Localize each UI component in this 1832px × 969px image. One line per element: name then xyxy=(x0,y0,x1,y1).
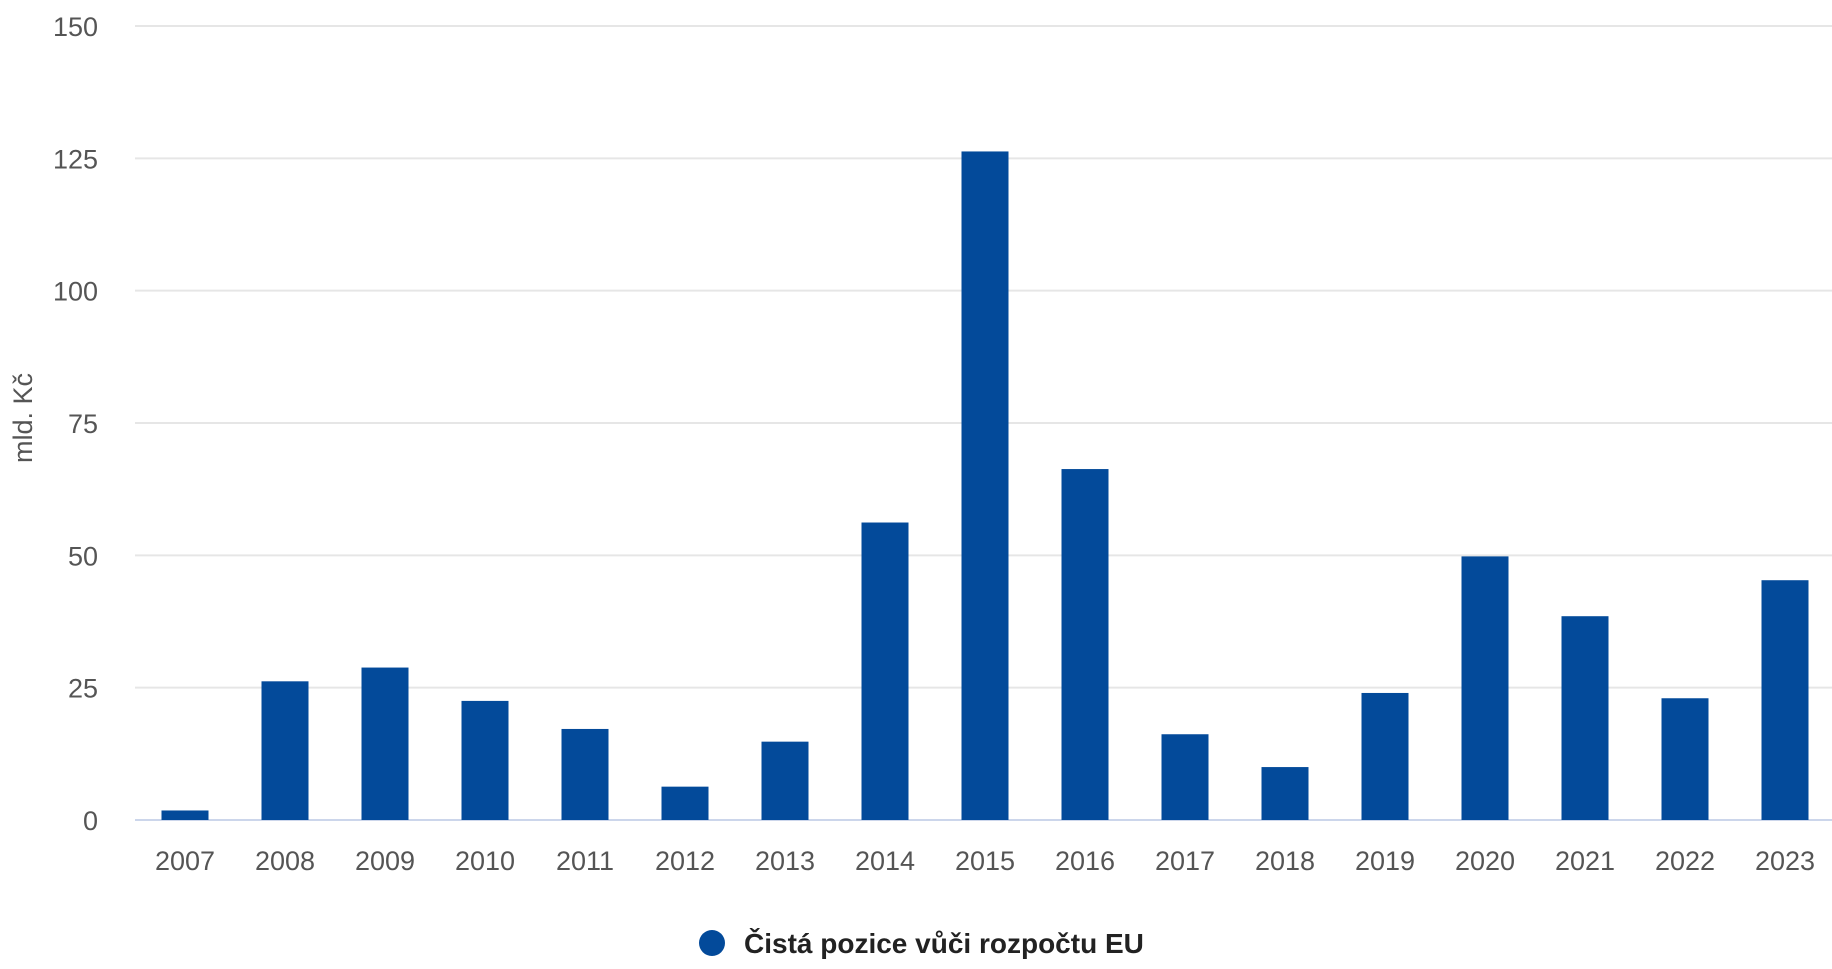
x-tick-label: 2009 xyxy=(355,846,415,876)
x-tick-label: 2020 xyxy=(1455,846,1515,876)
x-tick-label: 2007 xyxy=(155,846,215,876)
x-tick-label: 2016 xyxy=(1055,846,1115,876)
x-tick-label: 2021 xyxy=(1555,846,1615,876)
bar-2011[interactable] xyxy=(561,728,609,820)
x-tick-label: 2022 xyxy=(1655,846,1715,876)
x-tick-label: 2011 xyxy=(556,846,614,876)
bar-2022[interactable] xyxy=(1661,698,1709,820)
x-tick-label: 2017 xyxy=(1155,846,1215,876)
bar-2008[interactable] xyxy=(261,681,309,820)
legend-label: Čistá pozice vůči rozpočtu EU xyxy=(744,927,1144,959)
legend-marker xyxy=(699,930,725,956)
y-tick-label: 50 xyxy=(68,541,98,571)
x-tick-label: 2008 xyxy=(255,846,315,876)
x-tick-label: 2012 xyxy=(655,846,715,876)
y-tick-label: 0 xyxy=(83,806,98,836)
bar-2021[interactable] xyxy=(1561,616,1609,820)
x-tick-label: 2010 xyxy=(455,846,515,876)
bar-2023[interactable] xyxy=(1761,580,1809,820)
bar-2012[interactable] xyxy=(661,786,709,820)
y-tick-label: 75 xyxy=(68,409,98,439)
bar-2016[interactable] xyxy=(1061,469,1109,820)
bar-2020[interactable] xyxy=(1461,556,1509,820)
bar-2013[interactable] xyxy=(761,741,809,820)
x-axis-ticks: 2007 2008 2009 2010 2011 2012 2013 2014 2015 2016… xyxy=(155,846,1815,876)
x-tick-label: 2015 xyxy=(955,846,1015,876)
x-tick-label: 2014 xyxy=(855,846,915,876)
y-tick-label: 100 xyxy=(53,277,98,307)
bar-2007[interactable] xyxy=(161,810,209,820)
bar-2017[interactable] xyxy=(1161,734,1209,820)
y-tick-label: 25 xyxy=(68,674,98,704)
x-tick-label: 2019 xyxy=(1355,846,1415,876)
y-tick-label: 150 xyxy=(53,12,98,42)
y-axis-ticks: 0 25 50 75 100 125 150 xyxy=(53,12,98,836)
x-tick-label: 2013 xyxy=(755,846,815,876)
y-axis-title: mld. Kč xyxy=(8,373,38,463)
x-tick-label: 2018 xyxy=(1255,846,1315,876)
x-tick-label: 2023 xyxy=(1755,846,1815,876)
bars xyxy=(161,151,1809,820)
bar-2010[interactable] xyxy=(461,700,509,820)
bar-2018[interactable] xyxy=(1261,767,1309,820)
bar-2009[interactable] xyxy=(361,667,409,820)
bar-2015[interactable] xyxy=(961,151,1009,820)
bar-2019[interactable] xyxy=(1361,692,1409,820)
bar-2014[interactable] xyxy=(861,522,909,820)
y-tick-label: 125 xyxy=(53,144,98,174)
legend[interactable]: Čistá pozice vůči rozpočtu EU xyxy=(699,927,1144,959)
